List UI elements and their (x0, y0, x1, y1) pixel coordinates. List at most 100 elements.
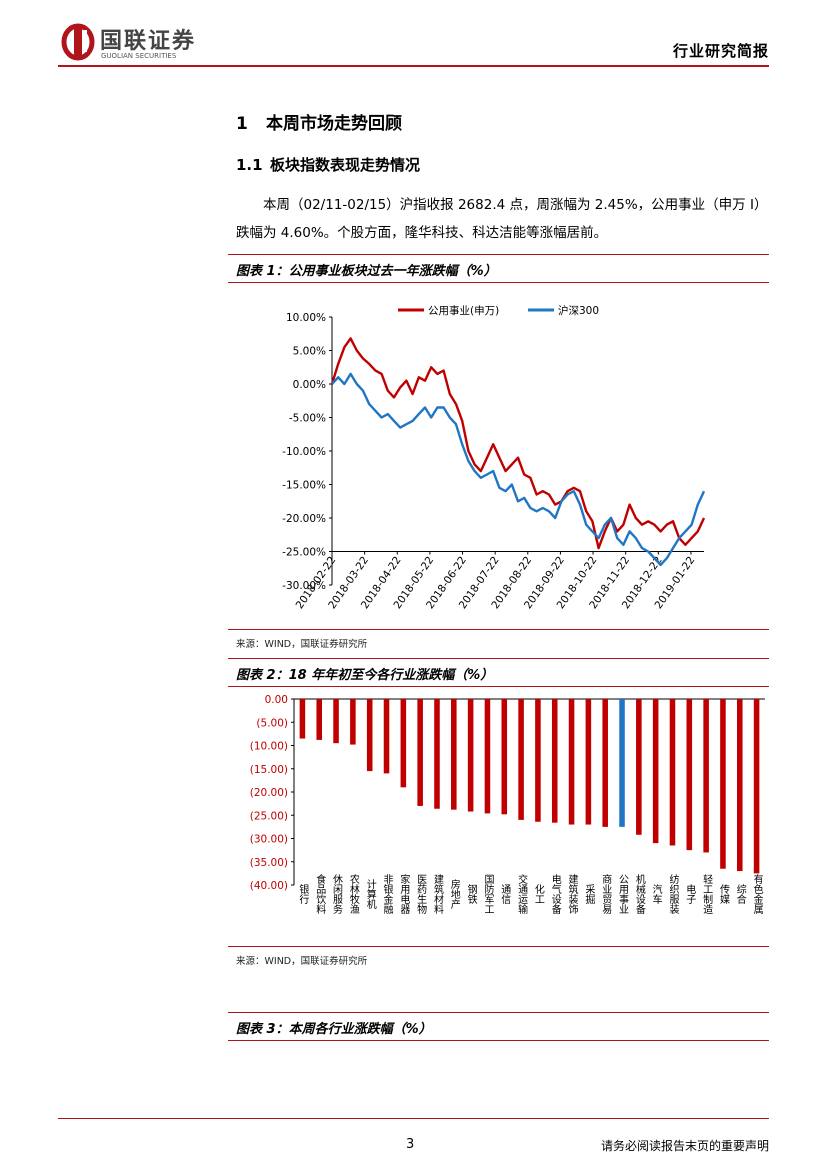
category-label-26: 传媒 (717, 884, 729, 905)
logo-mark-icon (61, 23, 95, 61)
bar-8 (417, 699, 423, 806)
figure2-source: 来源：WIND，国联证券研究所 (236, 956, 368, 967)
subsection-title: 板块指数表现走势情况 (270, 156, 421, 174)
subsection-heading: 1.1 板块指数表现走势情况 (236, 154, 420, 175)
category-label-27: 综合 (734, 883, 746, 905)
figure2-bar-chart: 0.00 (5.00) (10.00) (15.00) (20.00) (25.00) (3… (250, 694, 765, 915)
y-tick-label: -10.00% (282, 446, 326, 458)
category-label-9: 建筑材料 (431, 873, 443, 915)
figure2-title-rule (228, 686, 769, 687)
y-tick-label: -30.00% (282, 580, 326, 592)
figure1-title-rule (228, 282, 769, 283)
category-label-13: 通信 (499, 884, 511, 905)
y-tick-label: -5.00% (289, 413, 326, 425)
bar-14 (518, 699, 524, 820)
category-label-16: 电气设备 (549, 873, 561, 915)
category-label-8: 医药生物 (415, 874, 427, 915)
bar-9 (434, 699, 440, 809)
y-tick-label: 0.00% (293, 379, 326, 391)
category-label-22: 汽车 (650, 883, 662, 905)
y-tick-label: -15.00% (282, 480, 326, 492)
summary-paragraph: 本周（02/11-02/15）沪指收报 2682.4 点，周涨幅为 2.45%，… (236, 197, 768, 241)
figure1-bottom-rule (228, 629, 769, 630)
bar-28 (753, 699, 760, 874)
bar-27 (736, 699, 743, 872)
series-line-1 (330, 337, 706, 550)
category-label-23: 纺织服装 (667, 873, 679, 915)
category-label-24: 电子 (684, 883, 696, 904)
bar-24 (686, 699, 693, 851)
y-tick-label: (5.00) (256, 717, 288, 729)
figure2-top-rule (228, 658, 769, 659)
category-label-15: 化工 (532, 883, 544, 904)
bar-22 (652, 699, 659, 844)
guolian-logo: 国联证券 GUOLIAN SECURITIES (61, 23, 196, 61)
y-tick-label: (20.00) (250, 787, 288, 799)
bar-7 (400, 699, 407, 788)
bar-3 (333, 699, 339, 744)
category-label-19: 商业贸易 (600, 873, 612, 915)
bar-26 (720, 699, 726, 869)
bar-10 (451, 699, 457, 810)
figure1-source: 来源：WIND，国联证券研究所 (236, 639, 368, 650)
logo-name-en: GUOLIAN SECURITIES (101, 52, 177, 60)
figure2-title: 图表 2：18 年年初至今各行业涨跌幅（%） (236, 668, 494, 683)
bar-13 (501, 699, 508, 815)
bar-21 (636, 699, 642, 835)
category-label-28: 有色金属 (751, 873, 763, 915)
section-title: 本周市场走势回顾 (266, 114, 402, 134)
category-label-25: 轻工制造 (701, 873, 713, 914)
y-tick-label: 10.00% (286, 312, 326, 324)
footer-disclaimer: 请务必阅读报告末页的重要声明 (600, 1139, 769, 1153)
category-label-4: 农林牧渔 (347, 873, 359, 915)
y-tick-label: (15.00) (250, 764, 288, 776)
bar-15 (535, 699, 541, 822)
category-label-7: 家用电器 (398, 873, 410, 915)
y-tick-label: -20.00% (282, 513, 326, 525)
figure3-title: 图表 3：本周各行业涨跌幅（%） (236, 1022, 432, 1037)
bar-4 (350, 699, 356, 745)
footer-divider (58, 1118, 769, 1119)
category-label-5: 计算机 (364, 878, 376, 910)
bar-5 (366, 699, 373, 772)
figure1-title: 图表 1：公用事业板块过去一年涨跌幅（%） (236, 264, 497, 279)
section-number: 1 (236, 114, 248, 134)
bar-23 (669, 699, 676, 846)
category-label-2: 食品饮料 (314, 873, 326, 915)
y-tick-label: (10.00) (250, 741, 288, 753)
bar-12 (484, 699, 491, 814)
category-label-6: 非银金融 (381, 874, 393, 915)
legend-label-2: 沪深300 (558, 304, 599, 317)
bar-6 (383, 699, 390, 774)
y-tick-label: 5.00% (293, 346, 326, 358)
bar-1 (299, 699, 306, 739)
figure1-top-rule (228, 254, 769, 255)
bar-16 (551, 699, 558, 823)
y-tick-label: (25.00) (250, 810, 288, 822)
y-tick-label: (30.00) (250, 834, 288, 846)
header-divider (58, 65, 769, 67)
subsection-number: 1.1 (236, 156, 263, 174)
y-tick-label: -25.00% (282, 547, 326, 559)
bar-17 (568, 699, 575, 825)
y-tick-label: 0.00 (265, 694, 288, 706)
category-label-20: 公用事业 (617, 874, 629, 914)
category-label-3: 休闲服务 (331, 874, 343, 915)
category-label-1: 银行 (297, 883, 309, 905)
y-tick-label: (40.00) (250, 880, 288, 892)
category-label-11: 钢铁 (465, 883, 477, 905)
section-heading: 1 本周市场走势回顾 (236, 109, 402, 134)
bar-18 (585, 699, 592, 825)
figure1-line-chart: 10.00% 5.00% 0.00% -5.00% -10.00% -15.00% -20.… (282, 304, 706, 611)
bar-25 (703, 699, 709, 853)
category-label-14: 交通运输 (516, 873, 528, 915)
category-label-21: 机械设备 (633, 873, 645, 915)
logo-name-cn: 国联证券 (100, 28, 196, 54)
bar-19 (602, 699, 608, 827)
category-label-12: 国防军工 (482, 874, 494, 914)
category-label-17: 建筑装饰 (566, 873, 578, 915)
legend-label-1: 公用事业(申万) (428, 304, 499, 317)
figure2-bottom-rule (228, 946, 769, 947)
bar-11 (467, 699, 474, 812)
series-line-2 (331, 372, 706, 567)
